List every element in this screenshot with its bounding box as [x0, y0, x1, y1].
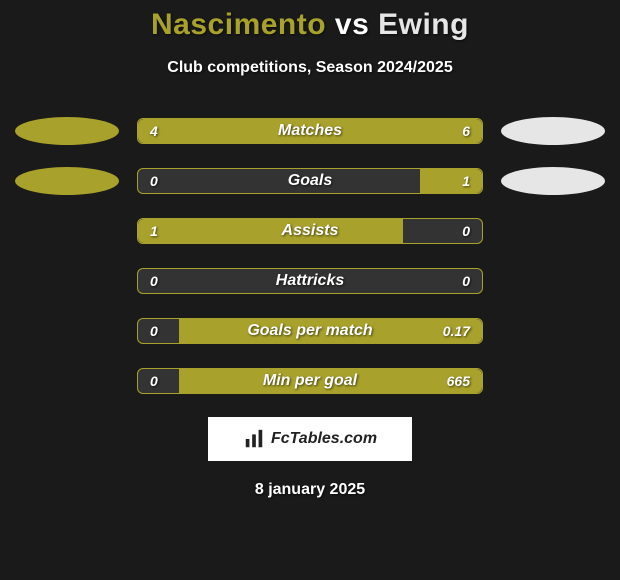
stat-label: Matches — [278, 122, 342, 140]
stat-label: Goals per match — [247, 322, 372, 340]
stat-label: Assists — [282, 222, 339, 240]
stat-row: 0 0 Hattricks — [0, 267, 620, 295]
stat-label: Min per goal — [263, 372, 357, 390]
stat-value-left: 0 — [150, 373, 158, 389]
stat-label: Goals — [288, 172, 332, 190]
stat-value-right: 665 — [447, 373, 470, 389]
spacer — [501, 267, 605, 295]
player-right-marker — [501, 167, 605, 195]
stat-bar: 0 0.17 Goals per match — [137, 318, 483, 344]
player-left-marker — [15, 167, 119, 195]
stat-bar: 1 0 Assists — [137, 218, 483, 244]
player-right-marker — [501, 117, 605, 145]
stat-label: Hattricks — [276, 272, 344, 290]
stat-row: 0 0.17 Goals per match — [0, 317, 620, 345]
title-vs: vs — [326, 8, 378, 41]
stat-value-right: 1 — [462, 173, 470, 189]
stat-bar-fill-right — [420, 169, 482, 193]
stat-value-left: 4 — [150, 123, 158, 139]
source-badge-text: FcTables.com — [271, 430, 377, 448]
stat-row: 0 665 Min per goal — [0, 367, 620, 395]
stat-value-right: 0.17 — [443, 323, 470, 339]
stat-value-left: 1 — [150, 223, 158, 239]
stat-row: 4 6 Matches — [0, 117, 620, 145]
page-title: Nascimento vs Ewing — [0, 8, 620, 41]
stat-value-left: 0 — [150, 173, 158, 189]
stat-rows: 4 6 Matches 0 1 Goals 1 0 Assists 0 0 Hattricks 0 0.1… — [0, 117, 620, 395]
bar-chart-icon — [243, 428, 265, 450]
stat-row: 1 0 Assists — [0, 217, 620, 245]
spacer — [15, 267, 119, 295]
spacer — [15, 367, 119, 395]
stat-row: 0 1 Goals — [0, 167, 620, 195]
source-badge[interactable]: FcTables.com — [208, 417, 412, 461]
stat-bar: 0 665 Min per goal — [137, 368, 483, 394]
stat-value-right: 0 — [462, 223, 470, 239]
comparison-card: Nascimento vs Ewing Club competitions, S… — [0, 0, 620, 499]
stat-value-left: 0 — [150, 323, 158, 339]
stat-bar: 0 1 Goals — [137, 168, 483, 194]
spacer — [15, 217, 119, 245]
stat-bar: 4 6 Matches — [137, 118, 483, 144]
spacer — [501, 217, 605, 245]
stat-bar: 0 0 Hattricks — [137, 268, 483, 294]
stat-value-right: 0 — [462, 273, 470, 289]
stat-bar-fill-left — [138, 119, 276, 143]
spacer — [15, 317, 119, 345]
stat-value-left: 0 — [150, 273, 158, 289]
date-label: 8 january 2025 — [0, 481, 620, 499]
spacer — [501, 367, 605, 395]
player-left-name: Nascimento — [151, 8, 326, 41]
spacer — [501, 317, 605, 345]
player-left-marker — [15, 117, 119, 145]
player-right-name: Ewing — [378, 8, 469, 41]
stat-bar-fill-left — [138, 219, 403, 243]
stat-value-right: 6 — [462, 123, 470, 139]
subtitle: Club competitions, Season 2024/2025 — [0, 59, 620, 77]
